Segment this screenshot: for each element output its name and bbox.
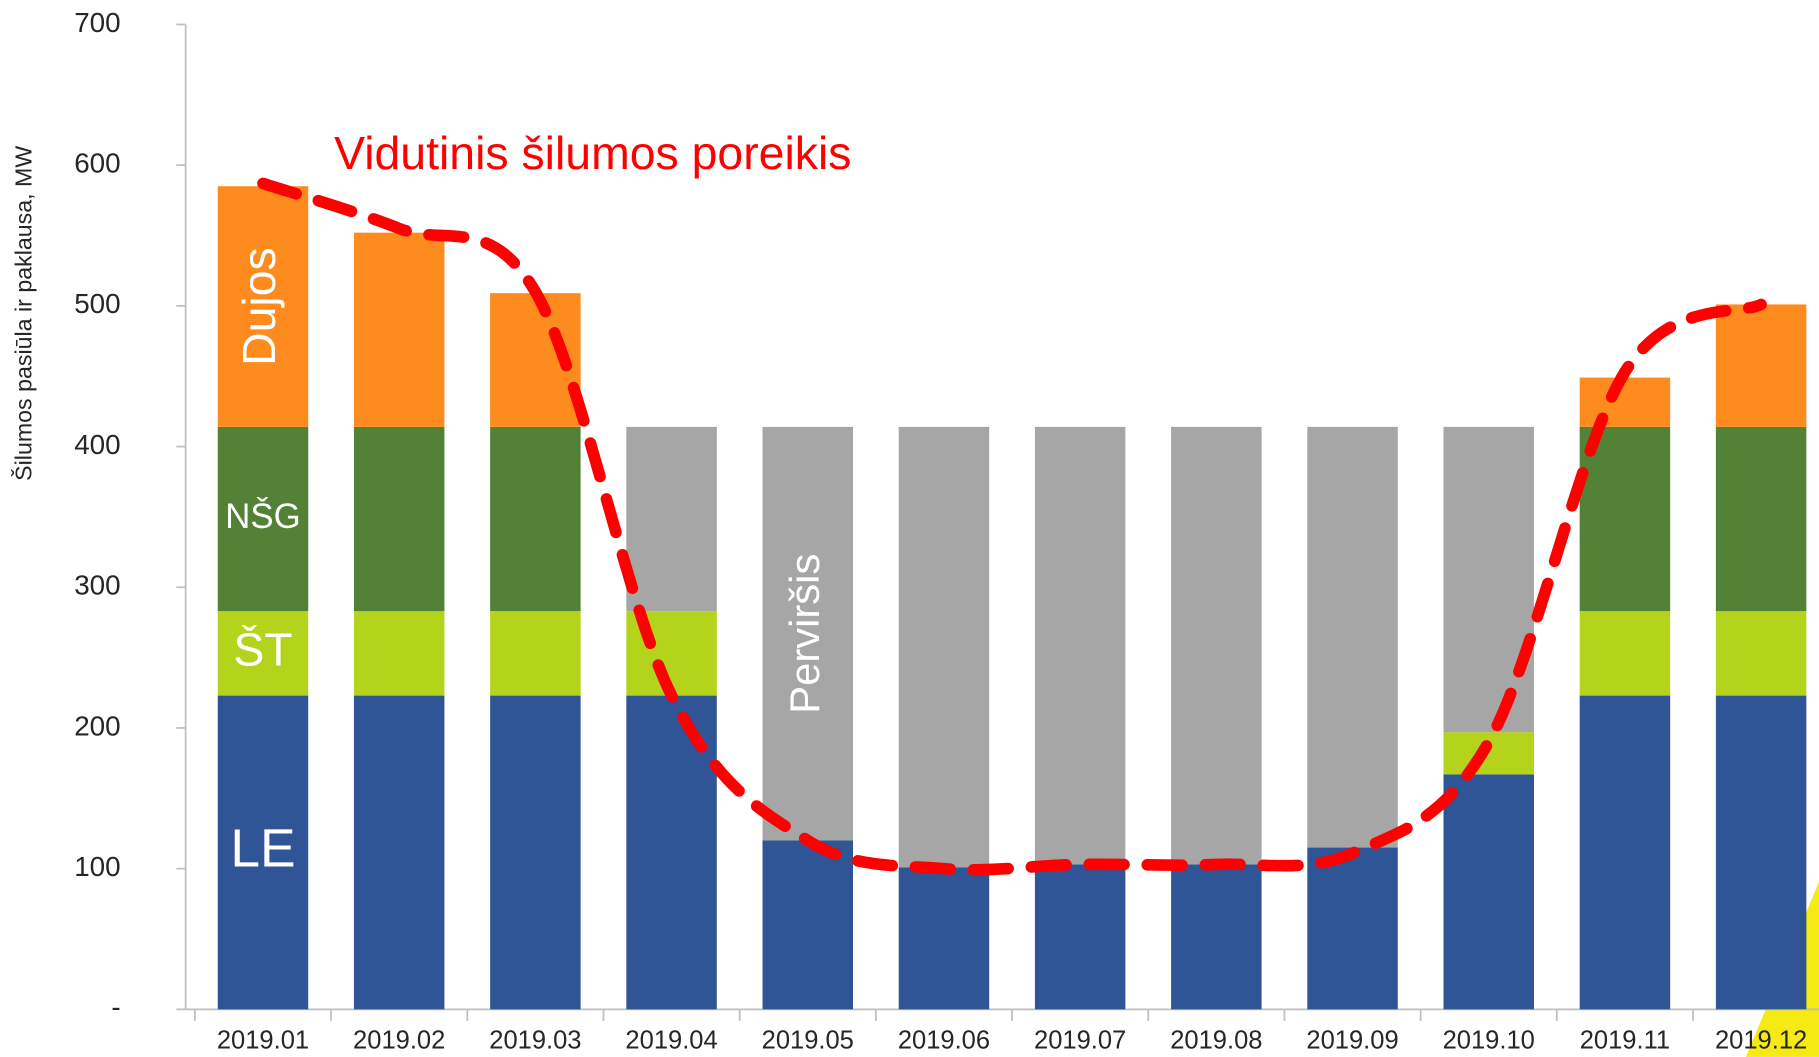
x-tick-label: 2019.02	[353, 1027, 445, 1055]
x-tick-label: 2019.01	[217, 1027, 309, 1055]
bar-segment	[1579, 695, 1671, 1010]
y-axis-label: Šilumos pasiūla ir paklausa, MW	[10, 146, 37, 481]
x-tick-label: 2019.09	[1306, 1027, 1398, 1055]
demand-line	[257, 177, 1767, 876]
bar-segment	[217, 426, 309, 612]
bar-segment	[490, 611, 581, 696]
y-tick-label: 200	[74, 710, 120, 741]
series-label: Dujos	[233, 247, 285, 366]
bar-segment	[353, 426, 445, 612]
bar-segment	[1715, 304, 1807, 427]
y-tick-label: 300	[74, 570, 120, 601]
y-tick-label: 500	[74, 288, 120, 319]
series-label: Perviršis	[781, 554, 828, 714]
bar-segment	[1579, 611, 1671, 696]
bar-segment	[490, 426, 581, 612]
x-tick-label: 2019.05	[762, 1027, 854, 1055]
bar-segment	[1443, 426, 1534, 733]
x-tick-label: 2019.11	[1580, 1027, 1670, 1055]
bar-segment	[1307, 847, 1398, 1010]
bar-segment	[1034, 426, 1126, 865]
bar-segment	[1715, 611, 1807, 696]
x-tick-label: 2019.12	[1715, 1027, 1807, 1055]
y-tick-label: 400	[74, 429, 120, 460]
bar-segment	[626, 426, 717, 612]
bar-segment	[1307, 426, 1398, 848]
bar-segment	[217, 611, 309, 696]
bar-segment	[1171, 864, 1262, 1010]
bar-segment	[1171, 426, 1262, 865]
bar-segment	[1715, 426, 1807, 612]
bar-segment	[1034, 864, 1126, 1010]
bar-segment	[1443, 774, 1534, 1010]
bar-segment	[353, 611, 445, 696]
bar-segment	[1715, 695, 1807, 1010]
x-tick-label: 2019.10	[1443, 1027, 1535, 1055]
bar-segment	[898, 867, 990, 1010]
bar-segment	[762, 426, 854, 841]
bar-segment	[353, 695, 445, 1010]
y-tick-label: 100	[74, 851, 120, 882]
bar-segment	[1579, 426, 1671, 612]
x-tick-label: 2019.07	[1034, 1027, 1126, 1055]
x-tick-label: 2019.08	[1170, 1027, 1262, 1055]
bar-segment	[217, 186, 309, 427]
bar-segment	[898, 426, 990, 868]
bar-segment	[762, 840, 854, 1010]
series-label: ŠT	[233, 624, 292, 676]
bar-segment	[1579, 377, 1671, 427]
bar-segment	[353, 232, 445, 427]
y-tick-label: 700	[74, 7, 120, 38]
y-tick-label: -	[111, 992, 120, 1023]
line-label: Vidutinis šilumos poreikis	[334, 127, 851, 179]
x-tick-label: 2019.06	[898, 1027, 990, 1055]
series-label: LE	[230, 820, 295, 879]
x-tick-label: 2019.04	[625, 1027, 717, 1055]
y-tick-label: 600	[74, 148, 120, 179]
bar-segment	[217, 695, 309, 1010]
bar-segment	[490, 695, 581, 1010]
x-tick-label: 2019.03	[489, 1027, 581, 1055]
series-label: NŠG	[225, 497, 300, 536]
